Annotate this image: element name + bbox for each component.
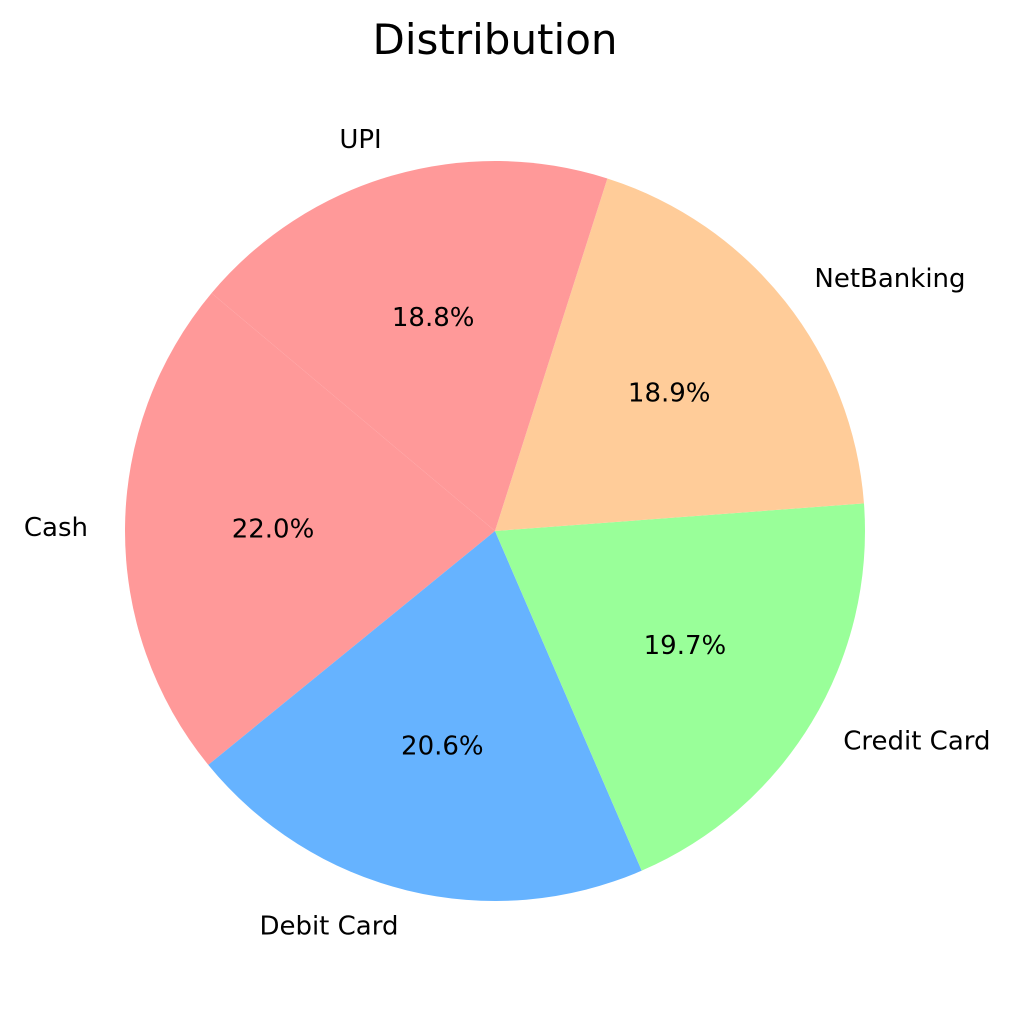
pie-slice-netbanking bbox=[495, 178, 864, 532]
chart-title: Distribution bbox=[372, 15, 617, 64]
pct-label-netbanking: 18.9% bbox=[628, 378, 711, 408]
slice-label-debit-card: Debit Card bbox=[259, 911, 398, 941]
pie-labels: Cash 22.0% Debit Card 20.6% Credit Card 19.7%… bbox=[24, 125, 991, 941]
pie-slice-credit-card bbox=[495, 503, 866, 871]
pie-slice-debit-card bbox=[208, 531, 642, 901]
slice-label-cash: Cash bbox=[24, 513, 88, 543]
pct-label-cash: 22.0% bbox=[232, 514, 315, 544]
pct-label-debit-card: 20.6% bbox=[401, 732, 484, 762]
pie-slice-upi bbox=[211, 161, 608, 531]
slice-label-netbanking: NetBanking bbox=[814, 264, 965, 294]
pie-slices bbox=[124, 161, 866, 901]
pct-label-upi: 18.8% bbox=[392, 303, 475, 333]
pct-label-credit-card: 19.7% bbox=[644, 631, 727, 661]
pie-slice-cash bbox=[124, 293, 496, 765]
slice-label-credit-card: Credit Card bbox=[843, 727, 990, 757]
slice-label-upi: UPI bbox=[339, 125, 381, 155]
